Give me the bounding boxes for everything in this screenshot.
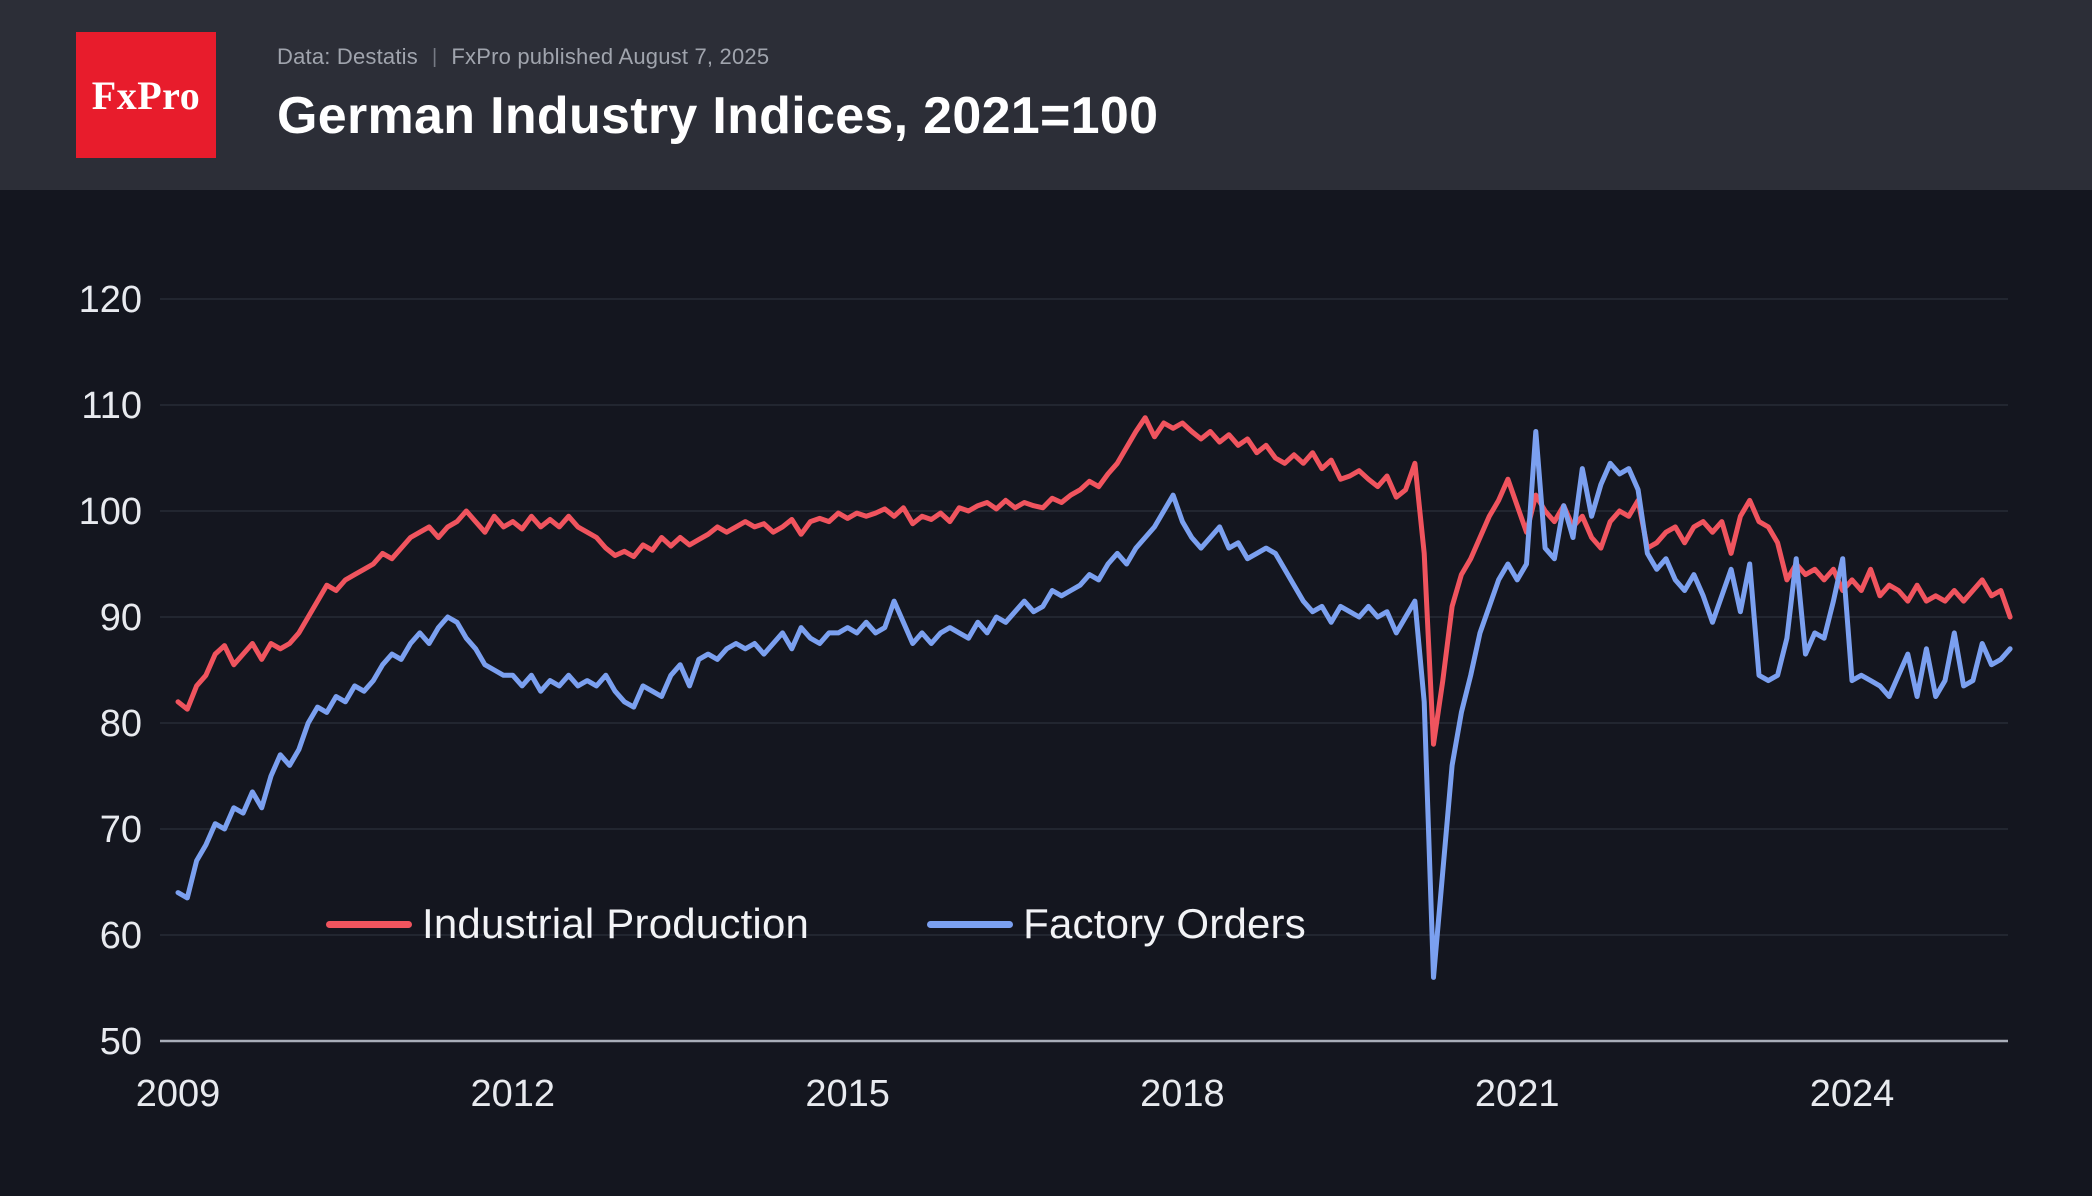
y-tick-label: 100 bbox=[79, 491, 142, 533]
fxpro-logo: FxPro bbox=[76, 32, 216, 158]
page-title: German Industry Indices, 2021=100 bbox=[277, 87, 1159, 145]
header-meta: Data: Destatis | FxPro published August … bbox=[277, 44, 1158, 70]
industrial-production-swatch bbox=[326, 920, 412, 928]
series-line-industrial-production bbox=[175, 415, 2013, 747]
y-tick-label: 60 bbox=[100, 915, 142, 957]
x-tick-label: 2009 bbox=[136, 1073, 221, 1115]
x-tick-label: 2018 bbox=[1140, 1073, 1225, 1115]
fxpro-logo-text: FxPro bbox=[91, 72, 201, 118]
legend-label-industrial-production: Industrial Production bbox=[422, 900, 810, 947]
header-text-block: Data: Destatis | FxPro published August … bbox=[277, 44, 1158, 146]
y-tick-label: 120 bbox=[79, 279, 142, 321]
legend-label-factory-orders: Factory Orders bbox=[1023, 900, 1306, 947]
header-bar: FxPro Data: Destatis | FxPro published A… bbox=[0, 0, 2092, 190]
chart-area: 50 60 70 80 90 100 110 120 2009 2012 2015 2018 2021 2… bbox=[0, 190, 2092, 1196]
chart-canvas: 50 60 70 80 90 100 110 120 2009 2012 2015 2018 2021 2… bbox=[79, 279, 2013, 1115]
x-tick-label: 2012 bbox=[471, 1073, 556, 1115]
y-tick-label: 110 bbox=[81, 385, 142, 427]
y-tick-label: 70 bbox=[100, 809, 142, 851]
x-tick-label: 2021 bbox=[1475, 1073, 1560, 1115]
legend-item-industrial-production: Industrial Production bbox=[326, 900, 809, 948]
factory-orders-swatch bbox=[927, 920, 1014, 928]
chart-legend: Industrial Production Factory Orders bbox=[326, 900, 1306, 948]
y-tick-label: 50 bbox=[100, 1021, 142, 1063]
y-tick-label: 90 bbox=[100, 597, 142, 639]
x-tick-label: 2015 bbox=[805, 1073, 890, 1115]
x-tick-label: 2024 bbox=[1810, 1073, 1895, 1115]
meta-separator: | bbox=[431, 45, 438, 68]
y-tick-label: 80 bbox=[100, 703, 142, 745]
series-line-factory-orders bbox=[175, 429, 2013, 980]
meta-published: FxPro published August 7, 2025 bbox=[451, 44, 770, 69]
meta-source: Data: Destatis bbox=[277, 44, 418, 69]
legend-item-factory-orders: Factory Orders bbox=[927, 900, 1306, 948]
